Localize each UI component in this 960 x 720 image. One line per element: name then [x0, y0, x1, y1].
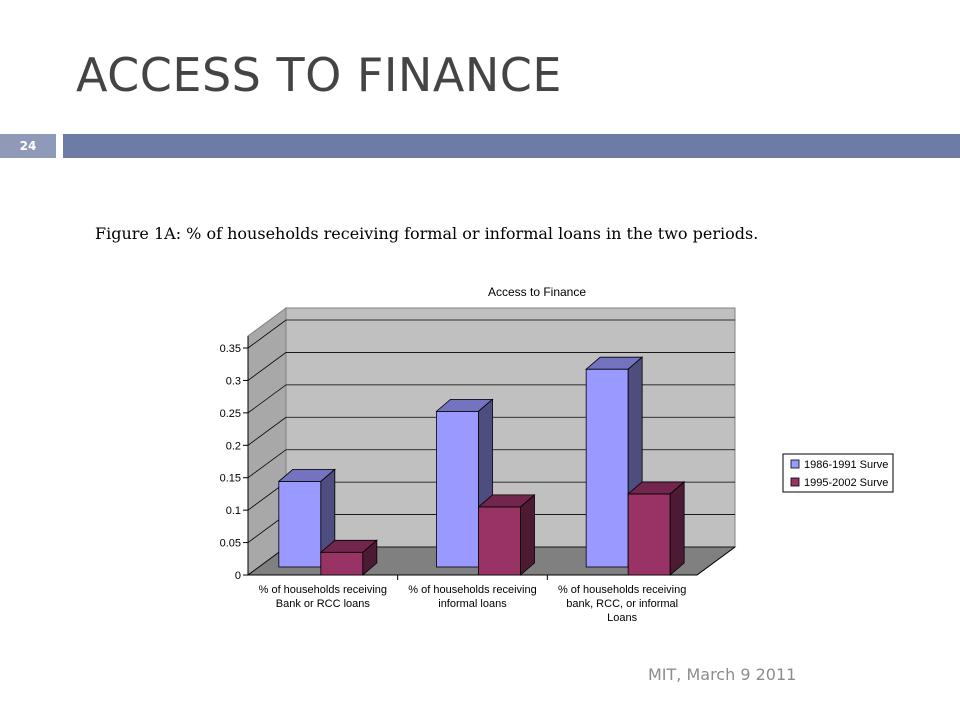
bar-front-face — [436, 410, 479, 568]
legend-swatch — [790, 459, 800, 469]
x-tick-label: Loans — [607, 612, 637, 624]
legend-label: 1995-2002 Surve — [804, 477, 888, 489]
y-tick-label: 0.35 — [220, 343, 241, 355]
bar-front-face — [320, 551, 364, 576]
x-tick-label: % of households receiving — [259, 584, 387, 596]
floor-edge — [696, 546, 736, 576]
chart-title: Access to Finance — [488, 285, 586, 299]
bar-2-1 — [319, 539, 378, 576]
bar-1-1 — [277, 468, 336, 568]
bar-front-face — [627, 493, 671, 576]
y-tick-label: 0.15 — [220, 473, 241, 485]
legend-box — [782, 453, 894, 493]
bar-front-face — [278, 480, 322, 568]
gridline — [247, 384, 735, 414]
y-tick-label: 0 — [235, 570, 241, 582]
page-number: 24 — [19, 139, 37, 153]
gridline — [247, 319, 735, 349]
bar-side-face — [669, 481, 685, 576]
bar-side-face — [520, 494, 535, 576]
gridline — [247, 416, 735, 446]
footer-text: MIT, March 9 2011 — [648, 665, 797, 684]
gridline — [247, 352, 735, 381]
legend-swatch — [790, 477, 800, 487]
y-tick-label: 0.3 — [226, 375, 241, 387]
header-bar — [63, 134, 960, 158]
x-tick-label: % of households receiving — [408, 584, 536, 596]
gridline — [247, 449, 735, 479]
figure-caption: Figure 1A: % of households receiving for… — [95, 224, 759, 243]
y-tick-label: 0.2 — [226, 440, 241, 452]
x-tick-label: Bank or RCC loans — [276, 598, 371, 610]
y-tick-label: 0.1 — [226, 505, 241, 517]
y-tick-label: 0.05 — [220, 538, 241, 550]
legend-label: 1986-1991 Surve — [804, 459, 888, 471]
x-tick-label: informal loans — [438, 598, 507, 610]
slide-title: ACCESS TO FINANCE — [76, 48, 562, 102]
x-tick-label: bank, RCC, or informal — [566, 598, 678, 610]
bar-2-3 — [627, 481, 686, 576]
bar-2-2 — [477, 494, 536, 576]
page-number-box — [0, 134, 56, 158]
x-tick-label: % of households receiving — [558, 584, 686, 596]
bar-front-face — [585, 368, 629, 568]
bar-front-face — [478, 506, 521, 576]
y-tick-label: 0.25 — [220, 408, 241, 420]
bar-side-face — [362, 539, 378, 576]
